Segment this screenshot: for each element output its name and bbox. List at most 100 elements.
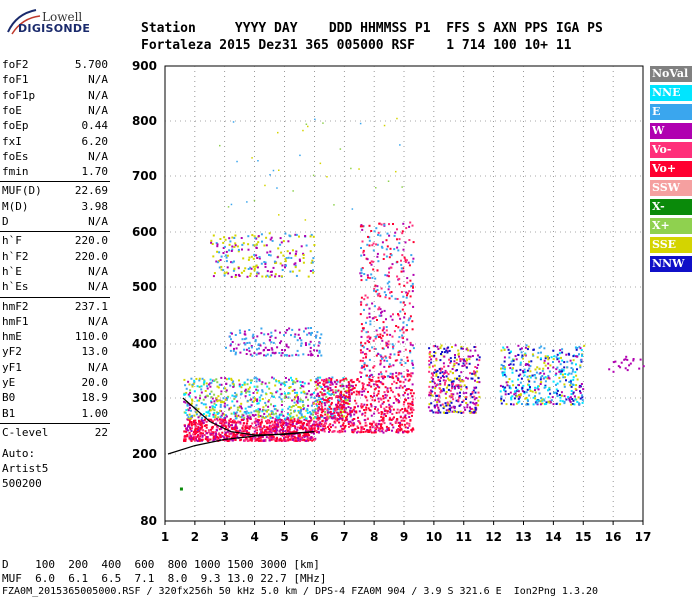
data-point [570,367,573,369]
data-point [252,244,255,247]
data-point [197,416,200,419]
x-tick-label: 15 [575,530,592,544]
data-point [400,259,402,262]
data-point [272,413,275,416]
data-point [224,431,227,434]
data-point [302,252,305,255]
data-point [219,144,221,147]
data-point [289,415,292,418]
data-point [288,422,290,425]
data-point [224,420,227,423]
data-point [404,416,406,419]
data-point [311,409,314,412]
data-point [471,377,474,380]
data-point [328,430,330,433]
data-point [460,388,463,391]
data-point [260,262,263,265]
data-point [371,379,374,382]
data-point [379,335,381,338]
data-point [274,418,277,420]
data-point [368,376,371,378]
data-point [236,400,239,403]
data-point [445,397,448,400]
param-row: hmE 110.0 [2,330,108,347]
data-point [257,425,260,428]
data-point [467,355,470,358]
data-point [536,356,539,359]
data-point [328,377,331,380]
data-point [528,360,531,363]
data-point [381,428,384,431]
data-point [500,399,503,402]
data-point [385,415,387,417]
data-point [309,333,312,336]
data-point [320,386,323,389]
data-point [466,403,469,406]
data-point [246,440,249,442]
data-point [532,396,535,399]
data-point [256,335,259,338]
data-point [359,313,362,316]
data-point [324,413,327,416]
data-point [307,424,310,427]
data-point [191,414,194,417]
param-value: 110.0 [74,330,108,344]
data-point [437,378,440,381]
data-point [543,361,546,364]
data-point [626,369,629,372]
data-point [411,398,414,401]
data-point [396,418,399,420]
data-point [347,381,350,384]
data-point [373,412,376,415]
data-point [311,354,314,357]
data-point [508,364,511,366]
data-point [256,410,259,413]
data-point [378,292,381,295]
data-point [240,438,242,441]
data-point [320,429,323,432]
data-point [283,382,286,385]
data-point [365,408,368,411]
data-point [441,371,444,374]
data-point [458,396,461,399]
data-point [209,378,212,381]
param-row: h`F2 220.0 [2,250,108,267]
data-point [454,369,457,372]
data-point [213,418,216,421]
data-point [195,404,198,407]
digisonde-logo: Lowell DIGISONDE [6,6,90,36]
data-point [318,422,321,425]
data-point [274,422,277,425]
data-point [342,377,345,380]
data-point [190,421,193,423]
data-point [200,402,203,405]
data-point [230,275,233,278]
data-point [356,431,358,434]
data-point [278,214,280,216]
data-point [280,354,283,357]
data-point [372,383,375,386]
data-point [544,364,547,367]
data-point [476,381,479,383]
data-point [347,420,350,423]
data-point [449,409,452,412]
data-point [529,370,532,373]
data-point [511,371,514,374]
data-point [266,251,269,254]
data-point [412,257,415,260]
data-point [246,378,249,381]
param-row: yF2 13.0 [2,345,108,362]
data-point [254,439,257,442]
data-point [578,402,581,405]
data-point [476,370,479,373]
data-point [306,408,309,411]
data-point [550,356,553,359]
data-point [337,402,340,405]
data-point [215,399,218,402]
data-point [517,344,520,347]
data-point [387,427,390,430]
data-point [244,434,247,437]
data-point [236,409,239,412]
data-point [505,403,508,406]
data-point [435,359,438,362]
